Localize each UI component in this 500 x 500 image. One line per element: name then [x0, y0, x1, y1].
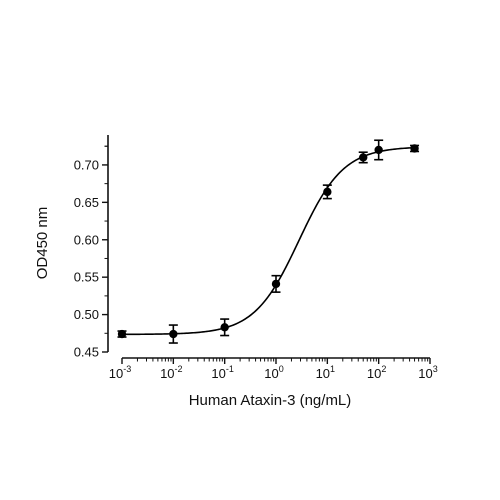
y-tick-label: 0.50 [74, 307, 99, 322]
data-point-group [168, 324, 178, 344]
y-tick-label: 0.65 [74, 195, 99, 210]
data-point [323, 187, 332, 197]
x-tick-label: 10-1 [211, 364, 233, 381]
data-point-group [374, 139, 384, 161]
x-tick-label: 101 [316, 364, 335, 381]
data-point [271, 279, 281, 289]
data-points [117, 139, 420, 344]
x-axis-title: Human Ataxin-3 (ng/mL) [189, 392, 352, 409]
y-tick-label: 0.60 [74, 232, 99, 247]
data-point-group [117, 329, 127, 339]
x-tick-label: 100 [264, 364, 283, 381]
data-point [359, 153, 368, 162]
data-point [117, 329, 127, 339]
y-tick-label: 0.55 [74, 270, 99, 285]
x-tick-label: 10-2 [160, 364, 182, 381]
axes [107, 135, 430, 359]
data-point-group [322, 184, 332, 200]
data-point [374, 145, 383, 155]
data-point-group [410, 144, 420, 153]
data-point [410, 144, 419, 153]
x-tick-label: 102 [367, 364, 386, 381]
data-point [220, 323, 229, 332]
y-tick-label: 0.45 [74, 345, 99, 360]
data-point [169, 329, 178, 339]
data-point-group [271, 274, 281, 293]
data-point-group [358, 151, 368, 164]
y-axis-title: OD450 nm [34, 207, 51, 280]
y-tick-label: 0.70 [74, 157, 99, 172]
x-tick-label: 103 [418, 364, 437, 381]
y-axis-ticks: 0.45 0.50 0.55 0.60 0.65 0.70 [74, 145, 108, 360]
x-axis-ticks: 10-3 10-2 10-1 100 101 102 103 [109, 358, 438, 381]
fit-curve [121, 146, 415, 336]
x-tick-label: 10-3 [109, 364, 131, 381]
data-point-group [220, 318, 230, 337]
